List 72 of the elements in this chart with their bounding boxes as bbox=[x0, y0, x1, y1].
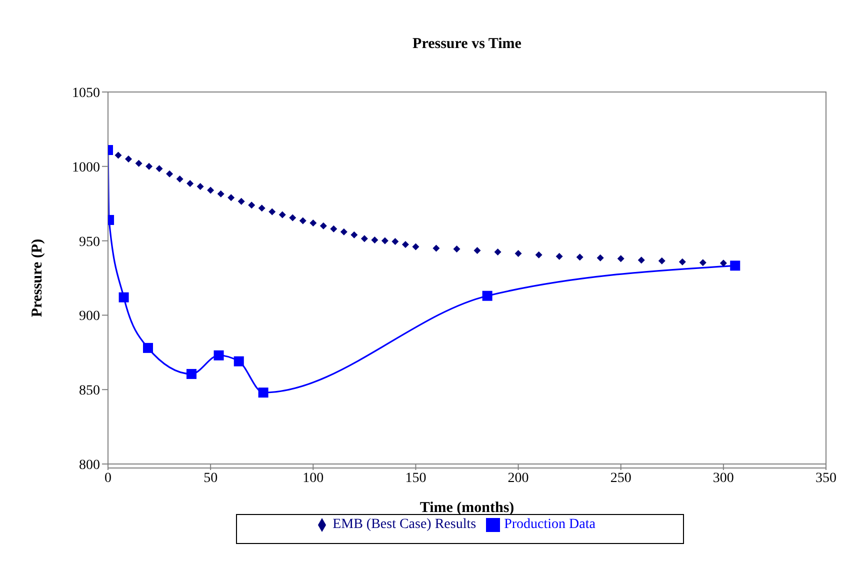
x-tick-label: 0 bbox=[104, 470, 112, 486]
point bbox=[114, 152, 122, 159]
point bbox=[258, 388, 268, 398]
x-tick-label: 250 bbox=[610, 470, 632, 486]
point bbox=[234, 356, 244, 366]
point bbox=[699, 259, 706, 266]
point bbox=[330, 225, 338, 232]
point bbox=[576, 254, 584, 261]
point bbox=[350, 231, 358, 238]
point bbox=[248, 202, 256, 209]
point bbox=[146, 162, 153, 170]
x-tick-label: 50 bbox=[204, 470, 218, 486]
point bbox=[482, 290, 492, 301]
point bbox=[596, 254, 604, 262]
point bbox=[412, 243, 420, 250]
point bbox=[638, 256, 645, 264]
point bbox=[678, 258, 686, 266]
x-tick-label: 350 bbox=[816, 470, 836, 486]
point bbox=[474, 246, 481, 254]
point bbox=[381, 237, 388, 244]
point bbox=[176, 176, 184, 183]
point bbox=[340, 228, 348, 236]
point bbox=[278, 211, 286, 218]
point bbox=[392, 238, 399, 246]
point bbox=[320, 222, 327, 230]
point bbox=[289, 214, 296, 222]
point bbox=[217, 190, 224, 198]
point bbox=[617, 255, 624, 262]
x-tick-label: 100 bbox=[302, 470, 324, 486]
point bbox=[556, 252, 563, 260]
y-tick-label: 900 bbox=[79, 309, 100, 324]
point bbox=[186, 180, 194, 188]
point bbox=[360, 235, 368, 242]
point bbox=[299, 217, 306, 224]
point bbox=[494, 248, 502, 256]
point bbox=[228, 194, 235, 202]
point bbox=[196, 182, 204, 190]
point bbox=[125, 155, 132, 162]
legend-label: Production Data bbox=[504, 517, 596, 532]
point bbox=[658, 257, 666, 264]
point bbox=[135, 160, 142, 167]
chart-title: Pressure vs Time bbox=[412, 36, 522, 52]
y-axis-title: Pressure (P) bbox=[29, 238, 46, 318]
y-tick-label: 1050 bbox=[72, 86, 100, 101]
point bbox=[514, 250, 522, 257]
point bbox=[258, 204, 266, 212]
x-tick-label: 200 bbox=[508, 470, 529, 486]
y-tick-label: 800 bbox=[79, 458, 100, 473]
point bbox=[535, 251, 542, 258]
point bbox=[310, 219, 317, 226]
point bbox=[207, 186, 214, 194]
point bbox=[371, 236, 378, 244]
point bbox=[730, 260, 740, 271]
x-tick-label: 300 bbox=[712, 470, 734, 486]
point bbox=[268, 208, 276, 216]
point bbox=[118, 292, 129, 302]
y-tick-label: 1000 bbox=[72, 160, 100, 176]
x-tick-label: 150 bbox=[405, 470, 426, 486]
point bbox=[720, 260, 727, 267]
point bbox=[402, 241, 409, 248]
point bbox=[214, 350, 224, 360]
legend-label: EMB (Best Case) Results bbox=[332, 517, 476, 532]
point bbox=[238, 198, 245, 205]
point bbox=[166, 170, 174, 178]
point bbox=[186, 368, 196, 379]
y-tick-label: 950 bbox=[79, 234, 100, 250]
x-axis-title: Time (months) bbox=[420, 500, 514, 516]
point bbox=[432, 244, 440, 252]
point bbox=[156, 165, 163, 172]
point bbox=[453, 245, 460, 252]
point bbox=[143, 342, 154, 353]
y-tick-label: 850 bbox=[79, 384, 100, 399]
